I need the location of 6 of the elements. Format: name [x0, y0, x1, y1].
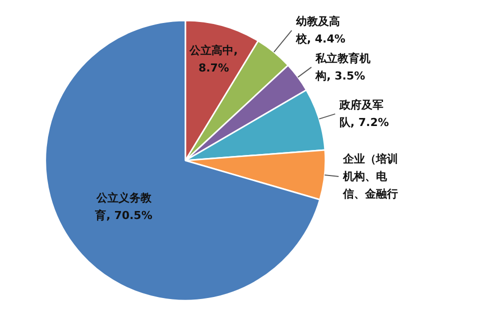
slice-label: 企业（培训机构、电信、金融行 — [342, 152, 398, 201]
slice-label: 公立高中, 8.7% — [188, 44, 238, 75]
slice-label: 私立教育机构, 3.5% — [314, 52, 371, 82]
slice-label: 政府及军队, 7.2% — [338, 98, 389, 130]
slice-label: 公立义务教育, 70.5% — [94, 191, 152, 222]
slice-label: 幼教及高校, 4.4% — [294, 15, 346, 46]
